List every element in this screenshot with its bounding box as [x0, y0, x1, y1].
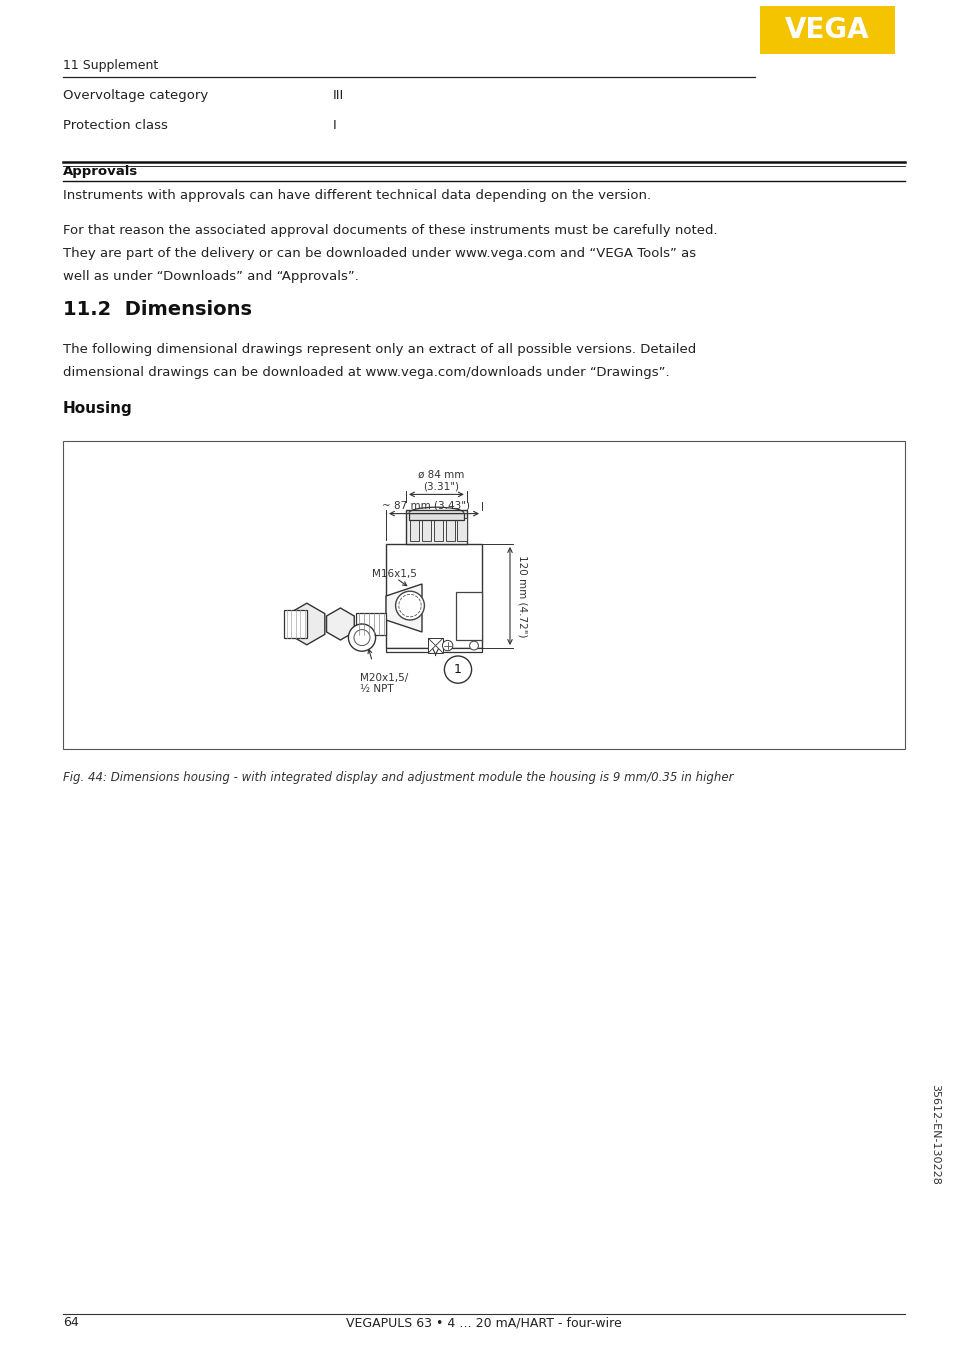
- Bar: [406, 510, 466, 544]
- Bar: [428, 638, 442, 653]
- Text: 11 Supplement: 11 Supplement: [63, 60, 158, 72]
- Text: 64: 64: [63, 1316, 79, 1330]
- Text: 11.2  Dimensions: 11.2 Dimensions: [63, 301, 252, 320]
- Circle shape: [442, 640, 453, 651]
- Bar: [445, 519, 455, 540]
- Text: For that reason the associated approval documents of these instruments must be c: For that reason the associated approval …: [63, 223, 717, 237]
- Text: Protection class: Protection class: [63, 119, 168, 131]
- Polygon shape: [289, 603, 324, 645]
- Circle shape: [444, 655, 471, 684]
- Text: Instruments with approvals can have different technical data depending on the ve: Instruments with approvals can have diff…: [63, 190, 651, 202]
- Bar: [760, 5, 894, 54]
- Polygon shape: [386, 584, 421, 632]
- Text: VEGAPULS 63 • 4 … 20 mA/HART - four-wire: VEGAPULS 63 • 4 … 20 mA/HART - four-wire: [346, 1316, 621, 1330]
- Circle shape: [395, 592, 424, 620]
- Bar: [434, 519, 442, 540]
- Circle shape: [469, 642, 477, 650]
- Bar: [456, 592, 481, 640]
- Text: dimensional drawings can be downloaded at www.vega.com/downloads under “Drawings: dimensional drawings can be downloaded a…: [63, 366, 669, 379]
- Text: I: I: [333, 119, 336, 131]
- Bar: [63, 441, 904, 749]
- Text: well as under “Downloads” and “Approvals”.: well as under “Downloads” and “Approvals…: [63, 269, 358, 283]
- Text: III: III: [333, 89, 344, 102]
- Circle shape: [354, 630, 370, 646]
- Bar: [386, 544, 481, 649]
- Bar: [284, 609, 307, 638]
- Bar: [386, 649, 481, 653]
- Text: Overvoltage category: Overvoltage category: [63, 89, 208, 102]
- Text: M16x1,5: M16x1,5: [372, 569, 416, 578]
- Text: ~ 87 mm (3.43"): ~ 87 mm (3.43"): [381, 501, 470, 510]
- Text: 1: 1: [454, 663, 461, 676]
- Text: Housing: Housing: [63, 401, 132, 416]
- Circle shape: [348, 624, 375, 651]
- Bar: [456, 519, 466, 540]
- Text: Approvals: Approvals: [63, 165, 138, 177]
- Text: M20x1,5/
½ NPT: M20x1,5/ ½ NPT: [359, 673, 408, 695]
- Text: VEGA: VEGA: [784, 16, 869, 43]
- Text: The following dimensional drawings represent only an extract of all possible ver: The following dimensional drawings repre…: [63, 343, 696, 356]
- Bar: [410, 519, 419, 540]
- Text: Fig. 44: Dimensions housing - with integrated display and adjustment module the : Fig. 44: Dimensions housing - with integ…: [63, 770, 733, 784]
- Polygon shape: [326, 608, 354, 640]
- Text: They are part of the delivery or can be downloaded under www.vega.com and “VEGA : They are part of the delivery or can be …: [63, 246, 696, 260]
- Text: 120 mm (4.72"): 120 mm (4.72"): [517, 555, 527, 638]
- Text: 35612-EN-130228: 35612-EN-130228: [929, 1083, 939, 1185]
- Text: ø 84 mm
(3.31"): ø 84 mm (3.31"): [417, 470, 464, 492]
- Bar: [356, 613, 386, 635]
- Bar: [409, 513, 463, 520]
- Bar: [421, 519, 431, 540]
